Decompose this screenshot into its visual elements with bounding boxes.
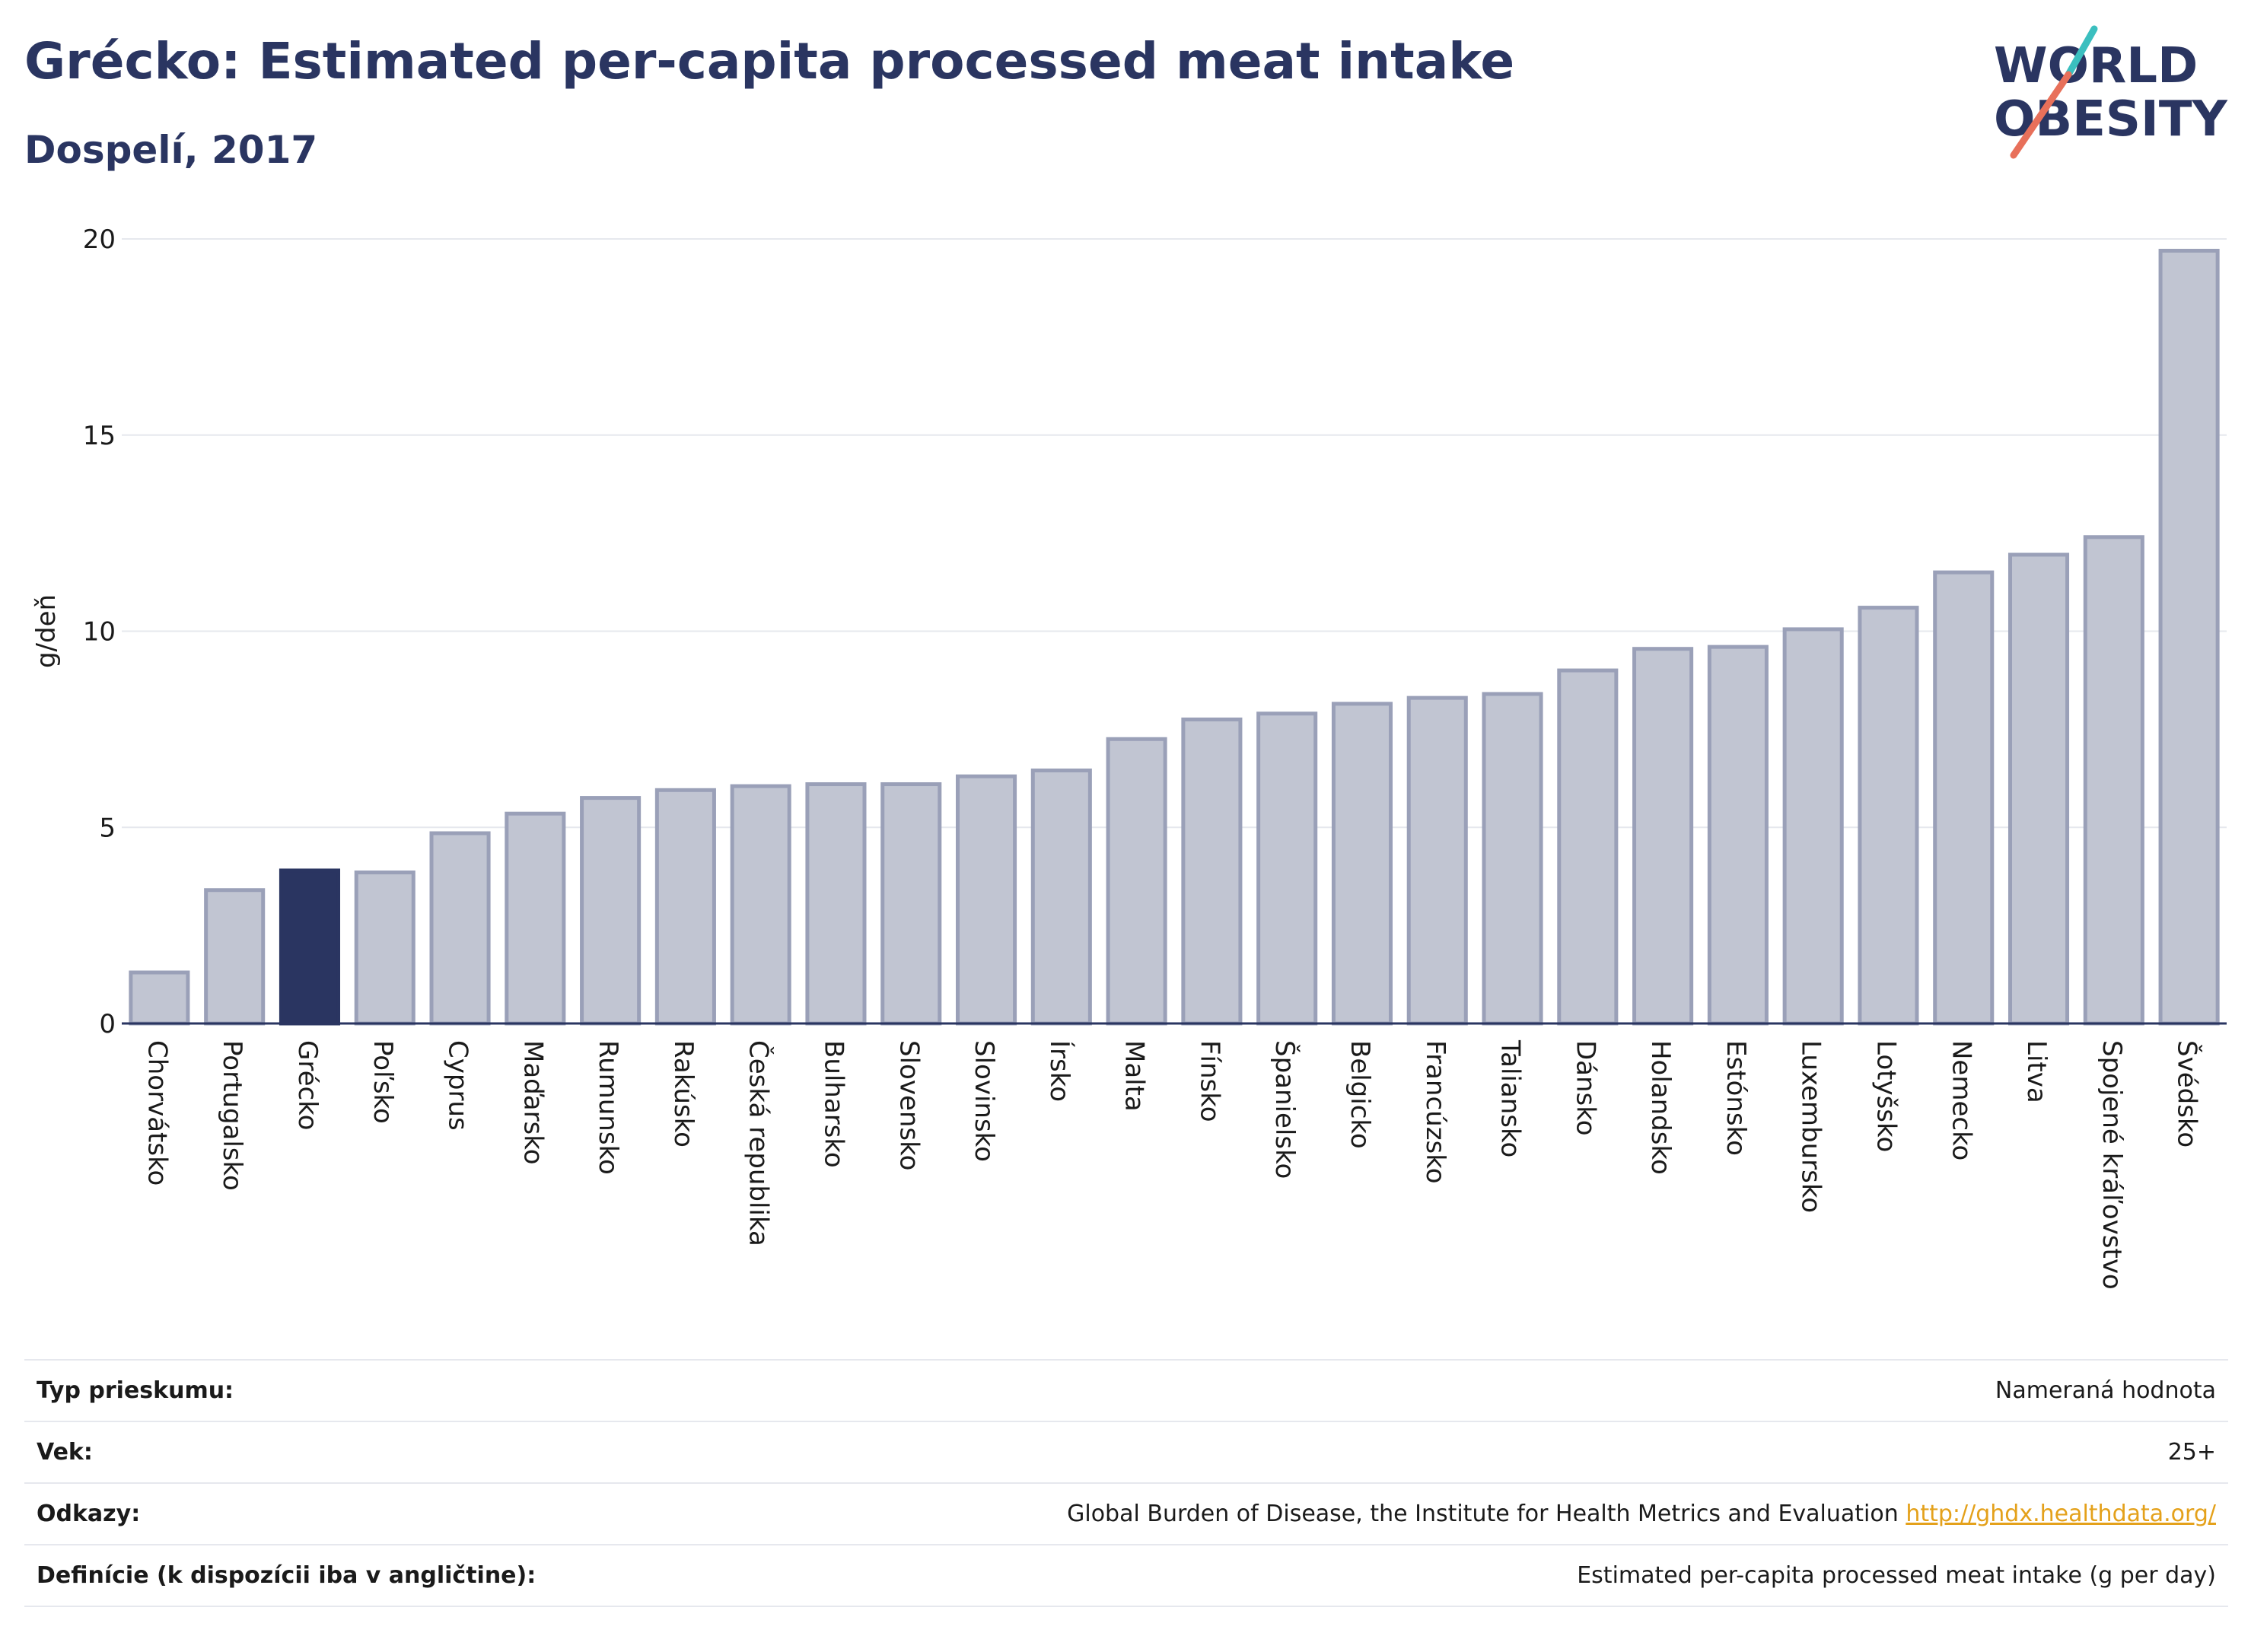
info-row: Definície (k dispozícii iba v angličtine… (24, 1544, 2228, 1607)
bar[interactable] (654, 788, 716, 1026)
y-tick-label: 0 (99, 1009, 116, 1039)
y-axis-ticks: 0 5 10 15 20 (83, 224, 116, 1039)
bars (129, 248, 2220, 1026)
bar[interactable] (880, 782, 942, 1026)
x-tick-label: Taliansko (1495, 1039, 1526, 1157)
x-tick-label: Holandsko (1645, 1040, 1676, 1175)
bar[interactable] (279, 868, 341, 1026)
info-value: Global Burden of Disease, the Institute … (704, 1482, 2228, 1545)
bar[interactable] (2007, 552, 2070, 1026)
bar[interactable] (1933, 570, 1995, 1026)
info-table: Typ prieskumu: Nameraná hodnota Vek: 25+ Odk… (24, 1359, 2228, 1607)
x-tick-label: Litva (2021, 1040, 2052, 1103)
x-tick-label: Belgicko (1345, 1040, 1375, 1149)
bar[interactable] (1106, 737, 1167, 1026)
x-tick-label: Grécko (292, 1040, 323, 1130)
info-value-text: Nameraná hodnota (1995, 1377, 2216, 1404)
x-tick-label: Dánsko (1570, 1040, 1600, 1136)
x-tick-label: Francúzsko (1420, 1040, 1450, 1184)
info-value: Nameraná hodnota (704, 1359, 2228, 1422)
source-link[interactable]: http://ghdx.healthdata.org/ (1906, 1501, 2216, 1527)
x-tick-label: Chorvátsko (142, 1040, 172, 1186)
info-key: Definície (k dispozícii iba v angličtine… (24, 1544, 705, 1607)
bar[interactable] (1331, 702, 1393, 1026)
info-key: Typ prieskumu: (24, 1359, 705, 1422)
info-row: Typ prieskumu: Nameraná hodnota (24, 1359, 2228, 1422)
info-key: Vek: (24, 1421, 705, 1484)
logo-slash-coral (2010, 71, 2072, 159)
x-tick-label: Slovinsko (969, 1040, 999, 1162)
info-value: Estimated per-capita processed meat inta… (704, 1544, 2228, 1607)
world-obesity-logo[interactable]: WORLD OBESITY (1979, 21, 2237, 166)
bar[interactable] (505, 811, 566, 1026)
bar[interactable] (2158, 248, 2220, 1026)
bar[interactable] (955, 774, 1017, 1026)
bar[interactable] (1632, 647, 1694, 1026)
bar[interactable] (1030, 769, 1092, 1026)
bar[interactable] (580, 796, 642, 1026)
x-tick-label: Cyprus (443, 1040, 473, 1131)
bar[interactable] (1782, 627, 1844, 1026)
x-tick-label: Spojené kráľovstvo (2097, 1040, 2127, 1290)
info-value-text: 25+ (2167, 1439, 2216, 1466)
y-tick-label: 10 (83, 617, 116, 648)
info-value-text: Estimated per-capita processed meat inta… (1577, 1562, 2216, 1589)
y-tick-label: 15 (83, 421, 116, 451)
x-tick-label: Lotyšsko (1871, 1040, 1901, 1152)
x-tick-label: Bulharsko (818, 1040, 849, 1168)
x-tick-label: Fínsko (1194, 1040, 1224, 1122)
bar[interactable] (1406, 695, 1468, 1026)
y-tick-label: 20 (83, 224, 116, 255)
info-value: 25+ (704, 1421, 2228, 1484)
bar[interactable] (429, 831, 491, 1026)
x-axis-labels: Chorvátsko Portugalsko Grécko Poľsko Cyprus M… (142, 1039, 2202, 1290)
bar[interactable] (129, 970, 190, 1026)
logo-text-world: WORLD (1994, 38, 2198, 94)
x-tick-label: Poľsko (368, 1040, 398, 1124)
x-tick-label: Španielsko (1269, 1040, 1301, 1179)
info-key: Odkazy: (24, 1482, 705, 1545)
bar[interactable] (1256, 711, 1318, 1026)
x-tick-label: Írsko (1044, 1040, 1075, 1102)
x-tick-label: Česká republika (743, 1040, 775, 1246)
x-tick-label: Rakúsko (668, 1040, 699, 1147)
chart-subtitle: Dospelí, 2017 (24, 128, 318, 172)
bar[interactable] (1181, 717, 1243, 1026)
info-row: Odkazy: Global Burden of Disease, the Ins… (24, 1482, 2228, 1545)
logo-slash-teal (2065, 25, 2098, 78)
bar[interactable] (1557, 668, 1619, 1026)
y-tick-label: 5 (99, 813, 116, 843)
bar[interactable] (730, 784, 791, 1026)
x-tick-label: Rumunsko (593, 1040, 623, 1175)
bar[interactable] (2083, 535, 2144, 1026)
bar[interactable] (1707, 645, 1769, 1026)
chart-title: Grécko: Estimated per-capita processed m… (24, 32, 1515, 91)
info-row: Vek: 25+ (24, 1421, 2228, 1484)
bar[interactable] (1482, 692, 1543, 1026)
bar[interactable] (204, 888, 266, 1026)
x-tick-label: Švédsko (2172, 1040, 2203, 1147)
x-tick-label: Slovensko (893, 1040, 924, 1170)
x-tick-label: Portugalsko (217, 1040, 247, 1191)
x-tick-label: Maďarsko (517, 1040, 548, 1165)
bar[interactable] (1858, 606, 1919, 1026)
x-tick-label: Malta (1119, 1040, 1150, 1112)
x-tick-label: Luxembursko (1796, 1040, 1826, 1213)
x-tick-label: Nemecko (1946, 1040, 1976, 1160)
logo-text-obesity: OBESITY (1994, 91, 2227, 148)
x-tick-label: Estónsko (1721, 1040, 1751, 1156)
info-value-text: Global Burden of Disease, the Institute … (1067, 1501, 1899, 1527)
bar[interactable] (354, 871, 415, 1026)
bar[interactable] (805, 782, 867, 1026)
y-axis-label: g/deň (31, 594, 62, 668)
bar-chart: 0 5 10 15 20 g/deň Chorvátsko Portugalsko Gréc… (31, 224, 2227, 1290)
